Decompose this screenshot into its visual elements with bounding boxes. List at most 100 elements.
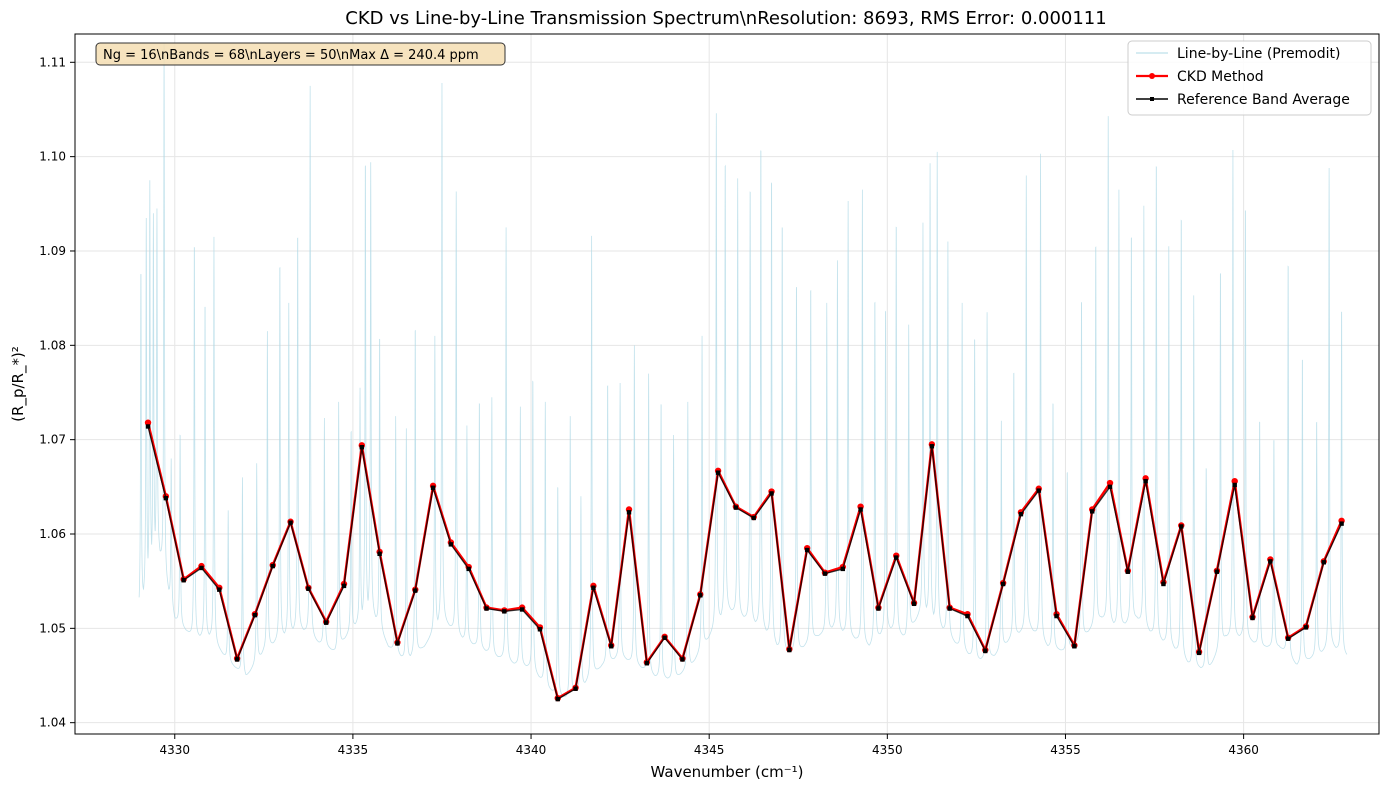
reference-point bbox=[1214, 569, 1220, 574]
x-axis-ticks: 4330 4335 4340 4345 4350 4355 4360 bbox=[159, 734, 1259, 757]
plot-frame bbox=[74, 33, 1380, 735]
y-tick-label: 1.08 bbox=[39, 338, 66, 352]
reference-point bbox=[751, 515, 756, 521]
reference-point bbox=[769, 491, 774, 496]
reference-point bbox=[1303, 625, 1309, 630]
reference-point bbox=[288, 520, 293, 525]
series-reference-band-average bbox=[145, 424, 1344, 702]
y-tick-label: 1.05 bbox=[39, 621, 66, 635]
reference-point bbox=[1143, 478, 1148, 484]
reference-point bbox=[1285, 636, 1291, 641]
reference-point bbox=[662, 635, 667, 640]
legend-label-line-by-line: Line-by-Line (Premodit) bbox=[1177, 46, 1340, 62]
reference-point bbox=[466, 566, 471, 572]
reference-point bbox=[181, 578, 186, 583]
reference-point bbox=[252, 612, 258, 618]
reference-point bbox=[519, 607, 525, 612]
legend-marker-reference-band-average bbox=[1150, 97, 1154, 101]
y-tick-label: 1.09 bbox=[39, 244, 66, 258]
y-axis-label: (R_p/R_*)² bbox=[9, 346, 28, 422]
reference-point bbox=[1321, 560, 1326, 565]
legend-label-reference-band-average: Reference Band Average bbox=[1177, 92, 1350, 108]
reference-point bbox=[1161, 581, 1166, 587]
reference-point bbox=[199, 565, 204, 571]
legend-frame bbox=[1127, 40, 1372, 116]
reference-point bbox=[1018, 511, 1024, 517]
reference-point bbox=[626, 510, 632, 515]
x-tick-label: 4330 bbox=[159, 743, 190, 757]
x-tick-label: 4340 bbox=[516, 743, 547, 757]
reference-point bbox=[217, 587, 222, 592]
x-tick-label: 4355 bbox=[1050, 743, 1081, 757]
reference-point bbox=[323, 620, 329, 625]
y-tick-label: 1.07 bbox=[39, 433, 66, 447]
reference-point bbox=[929, 444, 935, 449]
reference-point bbox=[395, 641, 400, 646]
reference-point bbox=[911, 601, 917, 607]
reference-point bbox=[1250, 615, 1255, 621]
reference-point bbox=[1089, 509, 1095, 514]
legend: Line-by-Line (Premodit) CKD Method Refer… bbox=[1127, 40, 1372, 116]
x-tick-label: 4345 bbox=[694, 743, 725, 757]
info-annotation-box: Ng = 16\nBands = 68\nLayers = 50\nMax Δ … bbox=[95, 42, 506, 66]
reference-point bbox=[1339, 521, 1344, 526]
reference-point bbox=[840, 566, 845, 572]
reference-point bbox=[965, 613, 970, 619]
reference-point bbox=[163, 495, 169, 501]
reference-point bbox=[715, 470, 721, 475]
reference-point bbox=[609, 644, 614, 649]
reference-point bbox=[1196, 650, 1202, 656]
reference-band-average-line bbox=[147, 426, 1343, 700]
reference-point bbox=[270, 563, 275, 569]
reference-point bbox=[680, 657, 685, 662]
reference-point bbox=[573, 686, 578, 691]
x-axis-label: Wavenumber (cm⁻¹) bbox=[651, 763, 804, 781]
reference-point bbox=[145, 424, 151, 429]
reference-point bbox=[1054, 613, 1059, 619]
y-tick-label: 1.06 bbox=[39, 527, 66, 541]
reference-point bbox=[698, 593, 703, 598]
reference-point bbox=[1232, 482, 1237, 488]
reference-point bbox=[234, 657, 240, 662]
reference-point bbox=[1000, 581, 1006, 587]
reference-point bbox=[822, 571, 828, 576]
reference-point bbox=[484, 606, 489, 611]
legend-marker-ckd-method bbox=[1149, 73, 1155, 79]
reference-point bbox=[359, 445, 365, 450]
plot-area: 4330 4335 4340 4345 4350 4355 4360 1.041.051.0… bbox=[39, 33, 1380, 757]
reference-point bbox=[787, 647, 792, 653]
reference-point bbox=[306, 586, 311, 591]
reference-point bbox=[1125, 569, 1131, 574]
reference-point bbox=[894, 555, 899, 560]
y-tick-label: 1.04 bbox=[39, 716, 66, 730]
reference-point bbox=[804, 547, 810, 553]
legend-label-ckd-method: CKD Method bbox=[1177, 69, 1264, 85]
reference-point bbox=[413, 588, 418, 593]
reference-point bbox=[876, 606, 881, 611]
x-tick-label: 4360 bbox=[1228, 743, 1259, 757]
info-box-background bbox=[95, 42, 506, 66]
y-tick-label: 1.10 bbox=[39, 150, 66, 164]
reference-point bbox=[1072, 644, 1077, 649]
reference-point bbox=[448, 542, 454, 547]
reference-point bbox=[733, 505, 739, 510]
reference-point bbox=[377, 551, 382, 557]
reference-point bbox=[1036, 488, 1041, 493]
reference-point bbox=[502, 609, 507, 614]
x-tick-label: 4335 bbox=[338, 743, 369, 757]
x-tick-label: 4350 bbox=[872, 743, 903, 757]
reference-point bbox=[858, 507, 863, 512]
reference-point bbox=[555, 696, 560, 702]
y-axis-ticks: 1.04 1.05 1.06 1.07 1.08 1.09 1.10 1.11 bbox=[39, 55, 75, 730]
reference-point bbox=[1107, 484, 1113, 490]
info-text: Ng = 16\nBands = 68\nLayers = 50\nMax Δ … bbox=[103, 48, 479, 63]
grid bbox=[75, 34, 1379, 734]
chart-title: CKD vs Line-by-Line Transmission Spectru… bbox=[345, 8, 1106, 29]
reference-point bbox=[430, 485, 436, 490]
reference-point bbox=[537, 627, 543, 632]
series-line-by-line bbox=[138, 43, 1348, 697]
y-tick-label: 1.11 bbox=[39, 55, 66, 69]
line-by-line-path bbox=[138, 43, 1348, 697]
